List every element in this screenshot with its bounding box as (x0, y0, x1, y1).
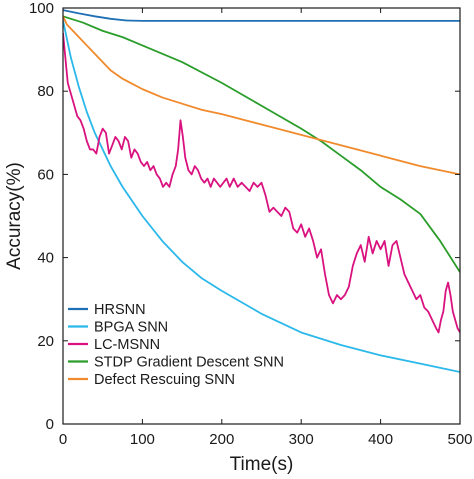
x-tick-label: 100 (130, 431, 155, 448)
y-tick-label: 20 (37, 333, 54, 350)
series-line-defect-rescuing-snn (63, 15, 460, 176)
series-line-stdp-gradient-descent-snn (63, 15, 460, 273)
legend-label: Defect Rescuing SNN (94, 372, 235, 388)
x-tick-label: 400 (368, 431, 393, 448)
plot-background (63, 8, 460, 424)
legend-label: HRSNN (94, 302, 146, 318)
legend-label: LC-MSNN (94, 337, 160, 353)
y-tick-label: 0 (46, 416, 54, 433)
y-tick-label: 100 (29, 0, 54, 17)
y-tick-label: 60 (37, 166, 54, 183)
x-tick-label: 500 (447, 431, 472, 448)
axes-layer: 0 100 200 300 400 500 0 20 40 60 80 100 (29, 0, 473, 448)
y-tick-label: 80 (37, 83, 54, 100)
series-layer (63, 9, 460, 373)
x-tick-label: 0 (59, 431, 67, 448)
legend-label: BPGA SNN (94, 320, 168, 336)
series-line-bpga-snn (63, 20, 460, 373)
plot-area (63, 8, 460, 424)
x-tick-label: 200 (209, 431, 234, 448)
axes-frame (62, 7, 461, 425)
series-line-hrsnn (63, 9, 460, 22)
y-tick-label: 40 (37, 250, 54, 267)
x-tick-label: 300 (289, 431, 314, 448)
x-axis-title: Time(s) (230, 454, 294, 475)
series-line-lc-msnn (63, 32, 460, 334)
y-axis-title: Accuracy(%) (4, 162, 25, 270)
legend-label: STDP Gradient Descent SNN (94, 355, 284, 371)
